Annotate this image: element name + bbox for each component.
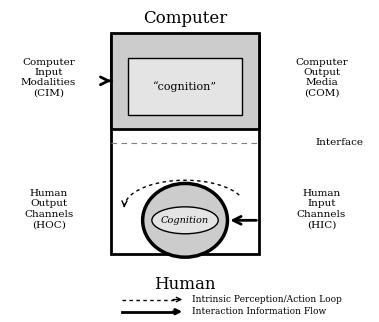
Bar xyxy=(128,58,242,115)
Text: Human
Output
Channels
(HOC): Human Output Channels (HOC) xyxy=(24,189,73,229)
Ellipse shape xyxy=(152,207,218,234)
Text: Computer
Input
Modalities
(CIM): Computer Input Modalities (CIM) xyxy=(21,58,76,98)
Text: Intrinsic Perception/Action Loop: Intrinsic Perception/Action Loop xyxy=(193,295,342,304)
Text: Human: Human xyxy=(154,276,216,293)
Text: Computer: Computer xyxy=(143,10,227,27)
Text: Interface: Interface xyxy=(316,138,364,147)
Circle shape xyxy=(143,184,227,257)
Text: Cognition: Cognition xyxy=(161,216,209,225)
Bar xyxy=(111,33,259,129)
Bar xyxy=(111,36,259,254)
Text: Human
Input
Channels
(HIC): Human Input Channels (HIC) xyxy=(297,189,346,229)
Text: “cognition”: “cognition” xyxy=(153,81,217,92)
Text: Interaction Information Flow: Interaction Information Flow xyxy=(193,307,327,316)
Text: Computer
Output
Media
(COM): Computer Output Media (COM) xyxy=(295,58,348,98)
